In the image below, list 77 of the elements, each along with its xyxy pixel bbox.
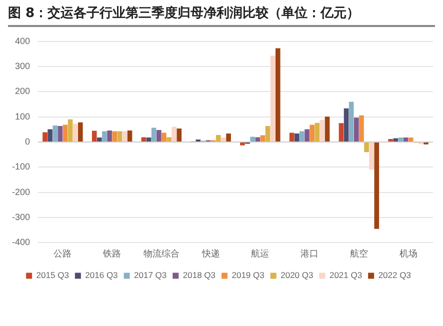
bar [166, 137, 172, 142]
legend-label: 2022 Q3 [378, 270, 412, 280]
bar [146, 138, 152, 142]
legend-label: 2018 Q3 [182, 270, 216, 280]
bar [52, 125, 58, 142]
bar [314, 122, 320, 142]
bar [176, 128, 182, 142]
bar [151, 128, 156, 142]
x-tick-label: 航运 [251, 248, 270, 259]
chart-title: 图 8：交运各子行业第三季度归母净利润比较（单位：亿元） [8, 4, 435, 27]
bar [324, 116, 330, 142]
y-tick-label: 0 [25, 136, 30, 147]
legend-label: 2015 Q3 [36, 270, 70, 280]
x-tick-label: 快递 [200, 248, 220, 259]
y-tick-label: 400 [14, 36, 30, 46]
bar [398, 138, 404, 142]
bar [348, 102, 354, 142]
bar [127, 130, 132, 142]
y-tick-label: -100 [12, 162, 30, 172]
bar [320, 120, 325, 142]
bar [58, 126, 63, 142]
x-tick-label: 铁路 [102, 248, 122, 259]
bar [156, 130, 162, 142]
bar [117, 131, 122, 142]
bar [369, 142, 374, 170]
bar [72, 124, 78, 142]
bar [42, 132, 48, 142]
x-tick-label: 物流综合 [143, 248, 180, 259]
y-tick-label: 300 [14, 61, 30, 72]
bar [162, 132, 166, 142]
bar [250, 136, 256, 142]
bar [62, 124, 68, 142]
legend-label: 2019 Q3 [232, 270, 265, 280]
legend-label: 2017 Q3 [134, 270, 167, 280]
y-tick-label: 100 [14, 111, 30, 122]
bar [304, 129, 310, 142]
legend-label: 2016 Q3 [85, 270, 118, 280]
x-tick-label: 公路 [54, 248, 72, 259]
bar [270, 56, 276, 142]
bar [221, 138, 226, 142]
bar [226, 133, 231, 142]
bar [408, 138, 414, 142]
bar [97, 138, 102, 142]
bar [344, 108, 349, 142]
y-tick-label: -400 [12, 237, 30, 248]
bar [289, 132, 294, 142]
bar [112, 131, 118, 142]
bar [294, 133, 300, 142]
bar [240, 142, 245, 146]
bar [338, 123, 344, 142]
bar [359, 115, 364, 142]
y-tick-label: 200 [14, 86, 30, 96]
bar [374, 142, 380, 229]
bar [300, 131, 304, 142]
bar [172, 126, 177, 142]
x-tick-label: 航空 [350, 248, 368, 259]
bar [122, 131, 128, 142]
bar [48, 129, 52, 142]
bar [276, 48, 280, 142]
bar [107, 130, 112, 142]
y-tick-label: -200 [12, 186, 30, 197]
bar [92, 130, 97, 142]
bar [265, 126, 270, 142]
bar [216, 135, 221, 142]
bar [78, 122, 83, 142]
bar [388, 139, 394, 142]
x-tick-label: 港口 [300, 248, 319, 259]
bar [102, 131, 107, 142]
bar [364, 142, 369, 152]
legend-label: 2021 Q3 [329, 270, 362, 280]
x-tick-label: 机场 [399, 248, 418, 259]
bar [403, 138, 408, 142]
legend-label: 2020 Q3 [280, 270, 314, 280]
bar [354, 118, 359, 142]
y-tick-label: -300 [12, 212, 30, 222]
bar [310, 124, 314, 142]
bar [68, 119, 73, 142]
